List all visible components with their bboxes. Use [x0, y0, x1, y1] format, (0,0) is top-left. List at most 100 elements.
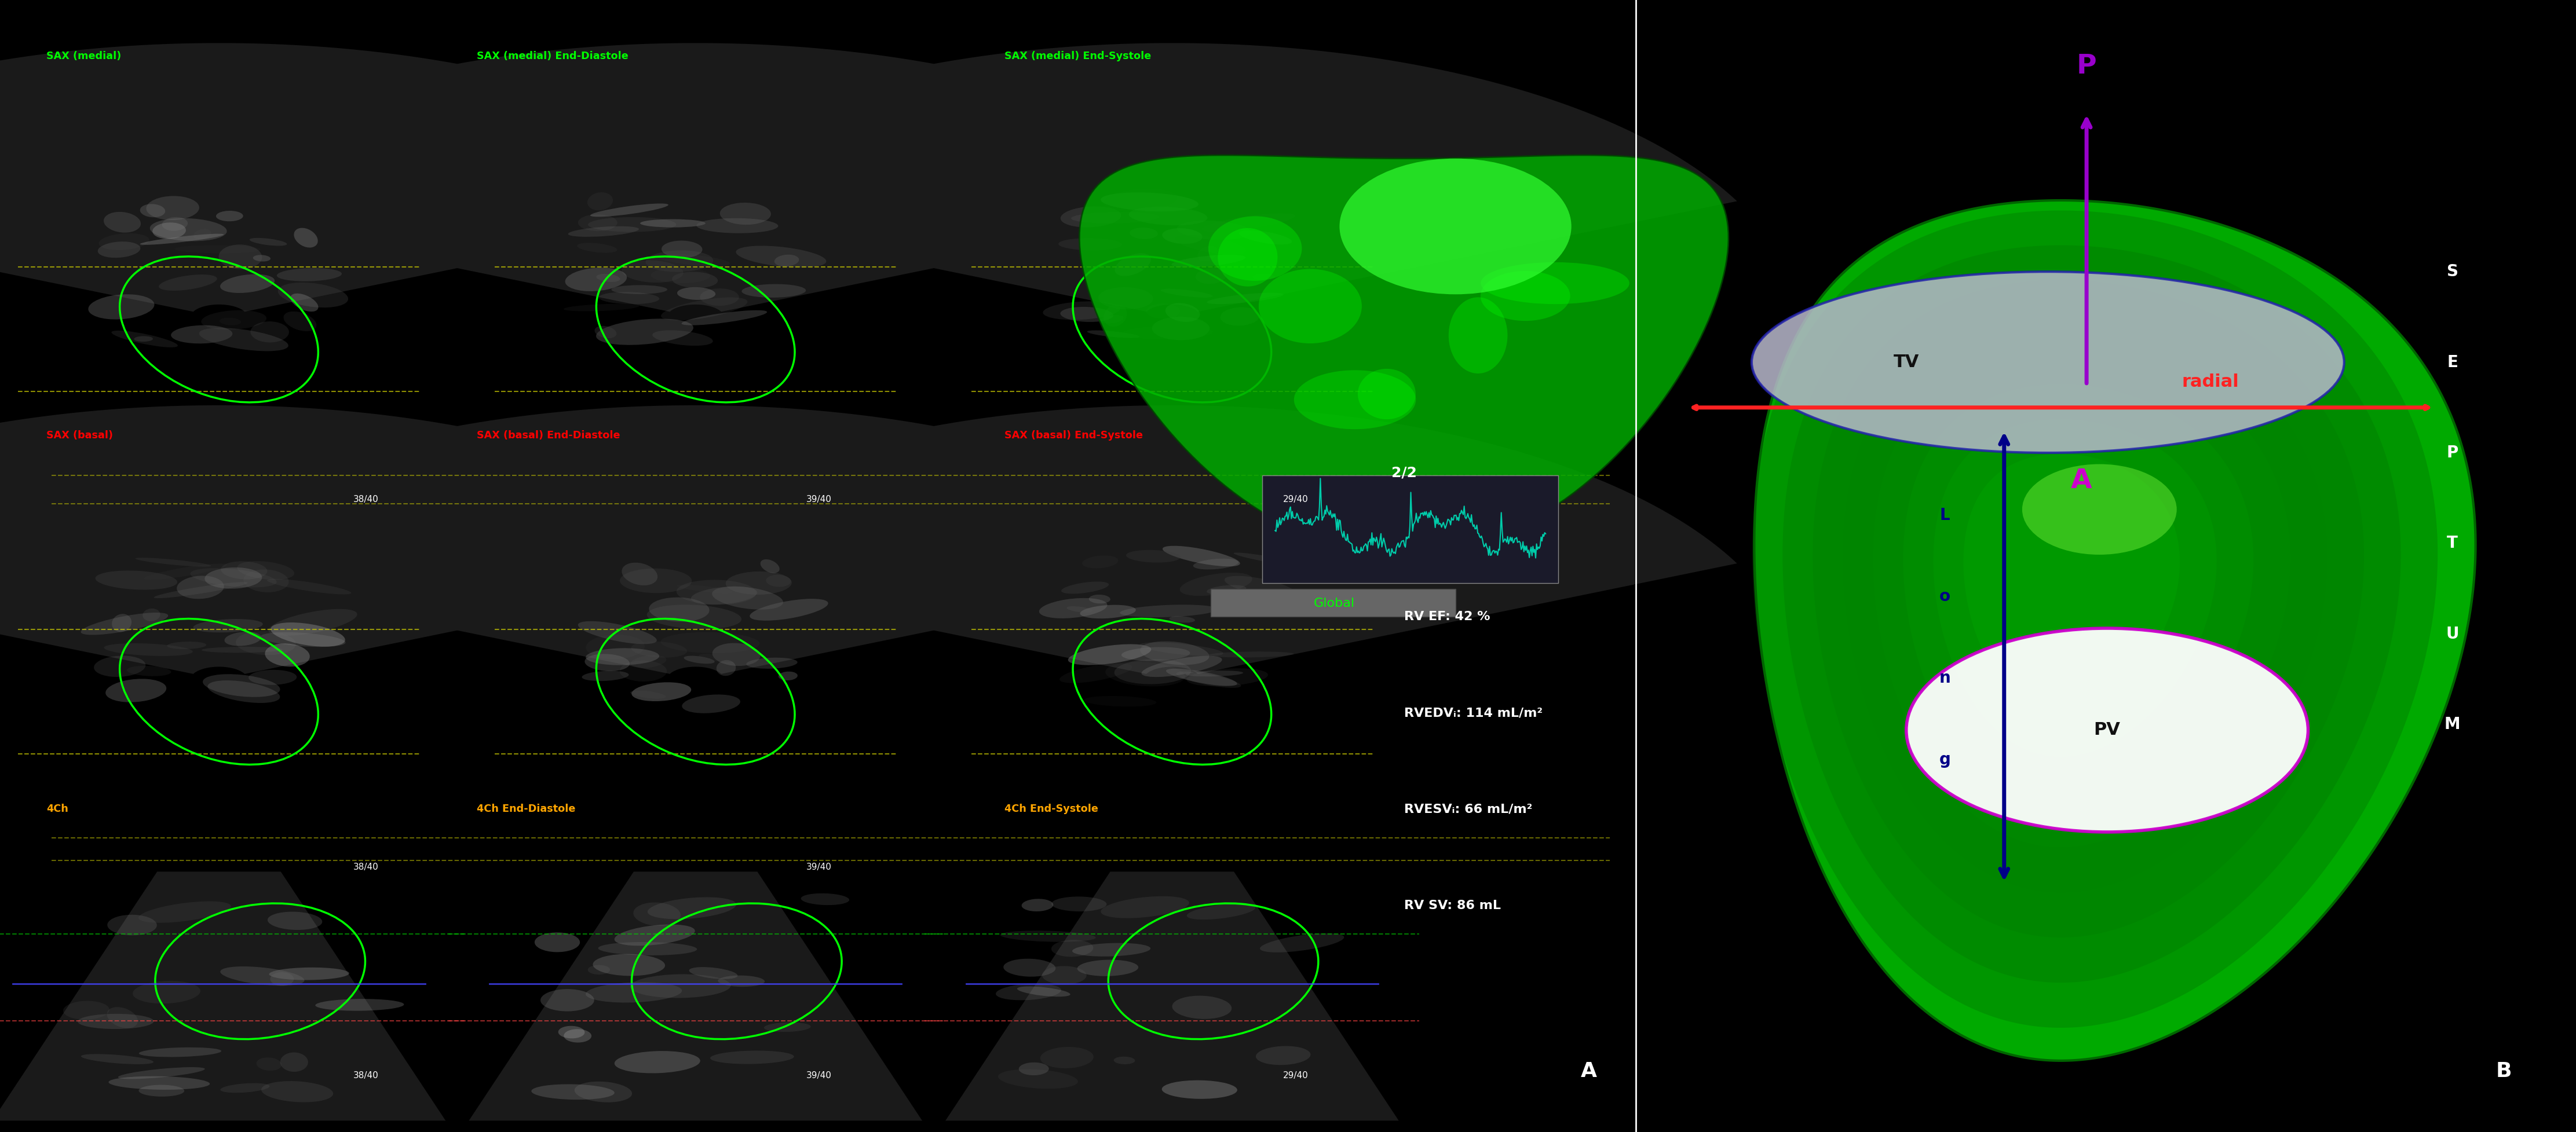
Ellipse shape	[139, 1047, 222, 1057]
Ellipse shape	[621, 563, 657, 585]
Ellipse shape	[134, 336, 152, 342]
Ellipse shape	[587, 217, 677, 232]
Text: 39/40: 39/40	[806, 863, 832, 872]
Ellipse shape	[222, 967, 304, 986]
Ellipse shape	[1043, 966, 1087, 985]
Text: RV EF: 42 %: RV EF: 42 %	[1404, 611, 1489, 623]
Ellipse shape	[193, 619, 263, 633]
Ellipse shape	[1170, 616, 1195, 623]
Ellipse shape	[198, 328, 289, 351]
Ellipse shape	[1448, 298, 1507, 374]
Ellipse shape	[683, 655, 714, 663]
Ellipse shape	[677, 580, 757, 604]
Ellipse shape	[652, 267, 711, 283]
Text: SAX (basal) End-Systole: SAX (basal) End-Systole	[1005, 430, 1144, 440]
Ellipse shape	[677, 288, 716, 300]
Ellipse shape	[1252, 274, 1275, 280]
Polygon shape	[469, 872, 922, 1121]
Ellipse shape	[541, 989, 595, 1011]
Ellipse shape	[222, 561, 268, 580]
Ellipse shape	[1172, 996, 1231, 1019]
Ellipse shape	[1087, 331, 1139, 338]
Ellipse shape	[536, 933, 580, 952]
Ellipse shape	[801, 893, 850, 906]
Ellipse shape	[1126, 550, 1180, 563]
Ellipse shape	[1043, 301, 1121, 320]
Ellipse shape	[1162, 1080, 1236, 1099]
Ellipse shape	[1481, 271, 1571, 320]
Ellipse shape	[250, 670, 296, 685]
Ellipse shape	[595, 319, 693, 345]
Ellipse shape	[657, 254, 729, 266]
Text: 39/40: 39/40	[806, 1071, 832, 1080]
Ellipse shape	[574, 1081, 631, 1103]
Ellipse shape	[237, 561, 294, 580]
Ellipse shape	[1203, 213, 1296, 232]
Ellipse shape	[278, 283, 348, 308]
Ellipse shape	[1293, 370, 1417, 429]
Ellipse shape	[111, 614, 131, 632]
Ellipse shape	[775, 255, 799, 266]
Ellipse shape	[1340, 158, 1571, 294]
Ellipse shape	[1018, 1063, 1048, 1075]
Ellipse shape	[631, 655, 667, 668]
Ellipse shape	[1177, 221, 1252, 240]
Ellipse shape	[265, 643, 309, 667]
Ellipse shape	[582, 671, 629, 681]
Ellipse shape	[1198, 246, 1218, 261]
Ellipse shape	[155, 582, 247, 598]
Ellipse shape	[1188, 903, 1255, 919]
Text: T: T	[2447, 535, 2458, 551]
Ellipse shape	[111, 331, 178, 348]
Ellipse shape	[175, 246, 260, 254]
Ellipse shape	[1195, 268, 1226, 284]
Ellipse shape	[139, 901, 232, 923]
Ellipse shape	[1188, 668, 1267, 686]
Text: o: o	[1940, 589, 1950, 604]
Ellipse shape	[621, 568, 693, 593]
Ellipse shape	[696, 218, 778, 233]
Ellipse shape	[564, 267, 626, 291]
Text: Global: Global	[1314, 598, 1355, 609]
Ellipse shape	[631, 975, 732, 998]
Ellipse shape	[737, 246, 827, 267]
Text: A: A	[1582, 1062, 1597, 1081]
Ellipse shape	[98, 241, 142, 258]
Polygon shape	[0, 405, 783, 674]
Ellipse shape	[224, 632, 260, 646]
Ellipse shape	[268, 578, 350, 594]
Ellipse shape	[1041, 1047, 1095, 1069]
Polygon shape	[1935, 419, 2215, 757]
Ellipse shape	[201, 646, 283, 653]
Ellipse shape	[1224, 576, 1296, 598]
Bar	[1262, 475, 1558, 583]
Text: 29/40: 29/40	[1283, 495, 1309, 504]
Ellipse shape	[1175, 234, 1247, 255]
Ellipse shape	[611, 285, 667, 294]
Ellipse shape	[1234, 552, 1303, 566]
Text: PV: PV	[2094, 722, 2120, 738]
Ellipse shape	[201, 310, 265, 329]
Ellipse shape	[1051, 940, 1092, 957]
Ellipse shape	[1082, 556, 1118, 568]
Ellipse shape	[616, 1050, 701, 1073]
Ellipse shape	[662, 298, 747, 320]
Ellipse shape	[634, 902, 680, 926]
Ellipse shape	[1100, 897, 1190, 918]
Bar	[1211, 589, 1455, 617]
Ellipse shape	[647, 898, 737, 919]
Polygon shape	[608, 405, 1736, 674]
Text: TV: TV	[1893, 354, 1919, 370]
Text: U: U	[2445, 626, 2460, 642]
Ellipse shape	[1061, 582, 1108, 594]
Ellipse shape	[585, 649, 659, 666]
Polygon shape	[0, 872, 446, 1121]
Ellipse shape	[93, 655, 147, 677]
Ellipse shape	[260, 1081, 332, 1103]
Polygon shape	[1783, 246, 2401, 983]
Ellipse shape	[103, 212, 142, 232]
Ellipse shape	[631, 691, 665, 698]
Ellipse shape	[559, 1026, 585, 1038]
Text: g: g	[1940, 752, 1950, 767]
Ellipse shape	[765, 1022, 811, 1032]
